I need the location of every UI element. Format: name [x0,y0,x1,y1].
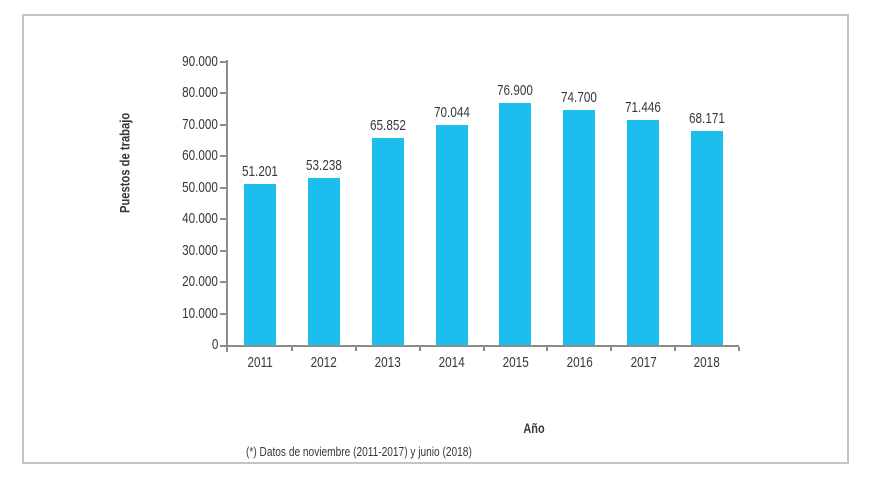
x-axis-tick [674,347,677,351]
bar-2011 [243,184,276,345]
y-axis-tick [220,186,226,189]
bar-value-label: 70.044 [412,104,492,121]
y-axis-tick-label: 0 [138,336,218,353]
bar-value-label-text: 74.700 [561,89,598,107]
y-axis-tick-label-text: 90.000 [182,53,218,70]
y-axis-tick [220,249,226,252]
bar-2016 [563,110,596,345]
bar-2012 [307,177,340,345]
y-axis-tick-label-text: 80.000 [182,84,218,102]
y-axis-tick [220,61,226,63]
y-axis-tick [220,218,226,221]
y-axis-tick [220,92,226,95]
x-axis-tick-label: 2015 [475,354,555,371]
x-axis-tick [738,347,740,351]
x-axis-tick-label-text: 2018 [694,354,721,371]
x-axis-line [226,345,739,347]
chart-frame-border: Puestos de trabajo Año (*) Datos de novi… [22,14,849,464]
x-axis-title: Año [520,420,547,436]
y-axis-tick [220,345,226,347]
y-axis-tick-label-text: 40.000 [182,210,218,228]
x-axis-tick-label-text: 2014 [438,354,465,371]
bar-value-label: 51.201 [220,163,300,180]
y-axis-tick [220,281,226,284]
bar-2015 [499,103,532,345]
y-axis-tick [220,155,226,158]
chart-footnote: (*) Datos de noviembre (2011-2017) y jun… [246,444,536,459]
bar-2017 [627,120,660,345]
chart-footnote-text: (*) Datos de noviembre (2011-2017) y jun… [246,444,472,459]
x-axis-tick-label-text: 2013 [374,354,401,371]
y-axis-tick-label: 80.000 [138,84,218,101]
bar-2018 [691,130,724,345]
y-axis-tick-label-text: 50.000 [182,178,218,196]
bar-value-label-text: 51.201 [242,163,278,180]
x-axis-tick [418,347,421,351]
x-axis-tick-label-text: 2015 [502,354,529,371]
x-axis-tick-label-text: 2016 [566,354,593,371]
bar-value-label: 53.238 [284,157,364,174]
y-axis-tick [220,123,226,126]
y-axis-title-text: Puestos de trabajo [116,112,133,213]
x-axis-tick [546,347,549,351]
bar-2014 [435,124,468,345]
bar-value-label: 71.446 [603,99,683,116]
bar-value-label-text: 76.900 [497,82,534,100]
x-axis-tick [290,347,293,351]
x-axis-tick [354,347,357,351]
y-axis-tick-label-text: 10.000 [182,304,218,322]
y-axis-tick-label-text: 70.000 [182,115,218,133]
x-axis-tick [610,347,613,351]
bar-value-label-text: 71.446 [625,99,662,117]
bar-value-label-text: 53.238 [305,156,342,174]
y-axis-tick-label: 60.000 [138,147,218,164]
y-axis-tick-label: 90.000 [138,53,218,70]
x-axis-tick [482,347,485,351]
y-axis-tick-label: 50.000 [138,179,218,196]
x-axis-tick-label-text: 2012 [310,354,337,371]
y-axis-tick-label: 20.000 [138,273,218,290]
bar-value-label-text: 65.852 [369,116,406,134]
y-axis-tick-label-text: 60.000 [182,147,218,165]
y-axis-line [226,60,228,352]
x-axis-title-text: Año [523,420,545,436]
y-axis-tick-label-text: 30.000 [182,241,218,259]
y-axis-tick-label-text: 0 [211,336,218,353]
bar-value-label: 65.852 [348,117,428,134]
bar-value-label-text: 70.044 [433,103,470,121]
y-axis-tick-label: 30.000 [138,242,218,259]
bar-2013 [371,137,404,345]
x-axis-tick-label: 2014 [412,354,492,371]
x-axis-tick-label-text: 2017 [630,354,657,371]
x-axis-tick-label: 2017 [603,354,683,371]
y-axis-tick [220,312,226,315]
x-axis-tick-label: 2018 [667,354,747,371]
bar-value-label-text: 68.171 [689,109,725,127]
y-axis-tick-label-text: 20.000 [182,273,218,291]
bar-value-label: 74.700 [539,89,619,106]
x-axis-tick-label: 2011 [220,354,300,371]
y-axis-tick-label: 40.000 [138,210,218,227]
x-axis-tick-label-text: 2011 [247,354,273,371]
x-axis-tick-label: 2012 [284,354,364,371]
bar-value-label: 68.171 [667,110,747,127]
y-axis-tick-label: 10.000 [138,305,218,322]
x-axis-tick-label: 2013 [348,354,428,371]
x-axis-tick-label: 2016 [539,354,619,371]
y-axis-title: Puestos de trabajo [116,113,132,213]
y-axis-tick-label: 70.000 [138,116,218,133]
bar-value-label: 76.900 [475,82,555,99]
